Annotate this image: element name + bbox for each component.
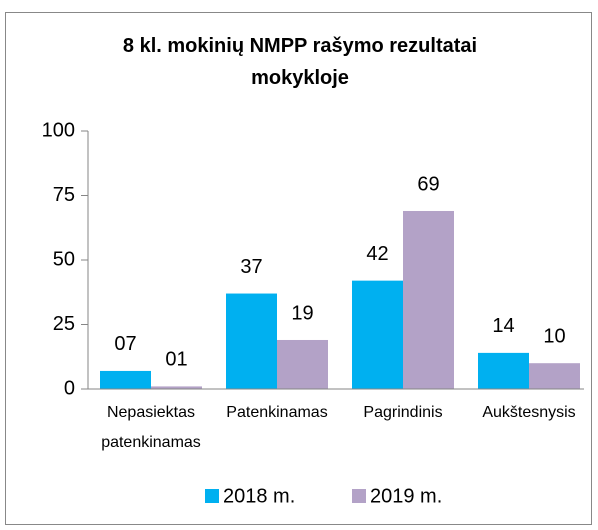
legend-swatch	[205, 489, 219, 503]
y-tick-label: 75	[53, 184, 75, 206]
legend-label: 2019 m.	[370, 485, 442, 507]
value-label: 19	[291, 302, 313, 324]
value-label: 42	[366, 243, 388, 265]
value-label: 14	[492, 315, 514, 337]
bar	[403, 210, 454, 389]
value-label: 37	[240, 256, 262, 278]
value-label: 69	[417, 173, 439, 195]
x-tick-label: Aukštesnysis	[482, 404, 576, 421]
x-tick-label: Patenkinamas	[226, 404, 328, 421]
bar	[151, 386, 202, 389]
y-tick-label: 50	[53, 248, 75, 270]
bar	[352, 280, 403, 389]
bar	[277, 339, 328, 389]
bar	[100, 370, 151, 389]
chart-title: 8 kl. mokinių NMPP rašymo rezultatai mok…	[122, 35, 478, 89]
title-box: 8 kl. mokinių NMPP rašymo rezultatai mok…	[122, 35, 478, 89]
y-tick-label: 100	[42, 119, 75, 141]
y-tick-label: 25	[53, 313, 75, 335]
value-label: 07	[114, 333, 136, 355]
x-tick-label: Pagrindinis	[363, 404, 443, 421]
value-label: 01	[165, 349, 187, 371]
y-tick-label: 0	[64, 377, 75, 399]
legend-swatch	[352, 489, 366, 503]
bar	[478, 352, 529, 389]
bar	[529, 363, 580, 389]
value-label: 10	[543, 325, 565, 347]
x-tick-label: Nepasiektas patenkinamas	[101, 404, 201, 451]
chart-border	[5, 12, 592, 525]
bar	[226, 293, 277, 389]
legend-label: 2018 m.	[223, 485, 295, 507]
